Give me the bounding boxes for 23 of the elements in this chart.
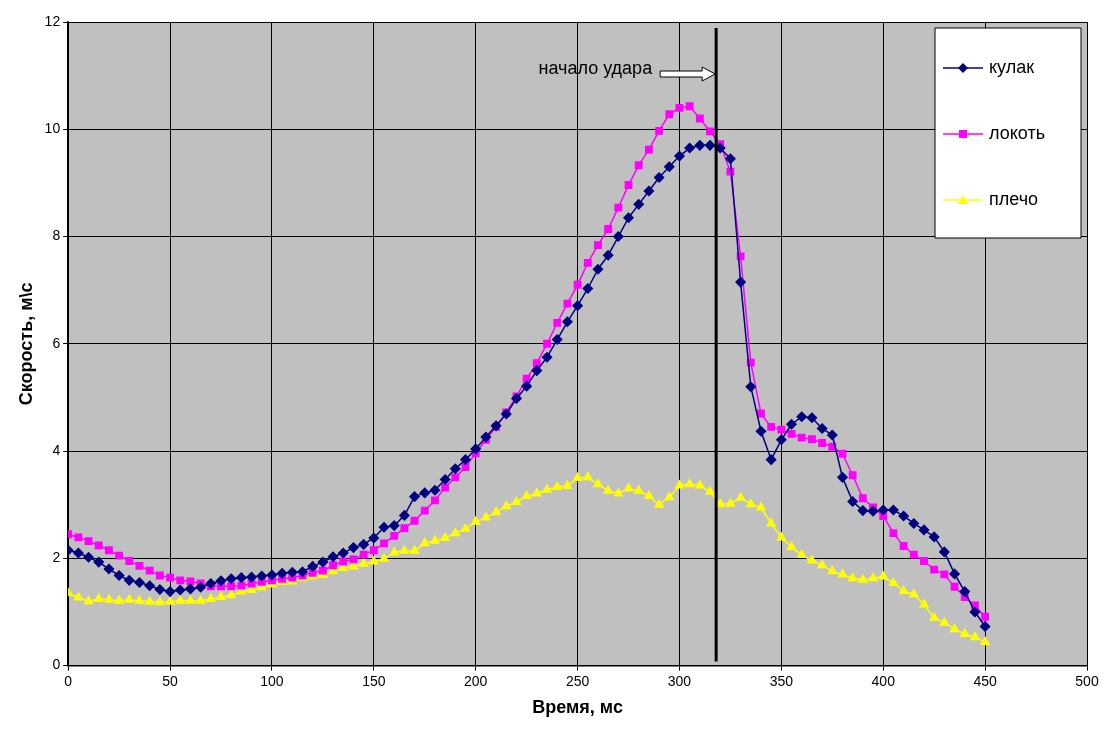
y-tick-label: 0 [52, 656, 61, 673]
y-tick-label: 12 [44, 12, 61, 29]
legend-label: кулак [989, 56, 1035, 77]
x-axis-title: Время, мс [532, 697, 623, 718]
x-tick-label: 300 [667, 672, 692, 689]
y-tick-label: 10 [44, 120, 61, 137]
x-tick-label: 200 [464, 672, 488, 689]
y-axis-title: Скорость, м\с [15, 282, 36, 406]
legend-label: локоть [989, 122, 1046, 143]
x-tick-label: 250 [565, 672, 590, 689]
x-tick-label: 0 [64, 672, 73, 689]
legend-label: плечо [989, 188, 1039, 209]
x-tick-label: 500 [1075, 672, 1099, 689]
x-tick-label: 150 [362, 672, 386, 689]
x-tick-label: 450 [973, 672, 998, 689]
y-tick-label: 8 [52, 227, 61, 244]
x-tick-label: 100 [260, 672, 284, 689]
y-tick-label: 6 [52, 334, 61, 351]
x-tick-label: 400 [871, 672, 896, 689]
y-tick-label: 2 [52, 549, 61, 566]
x-tick-label: 350 [769, 672, 794, 689]
y-tick-label: 4 [52, 441, 61, 458]
x-tick-label: 50 [162, 672, 179, 689]
